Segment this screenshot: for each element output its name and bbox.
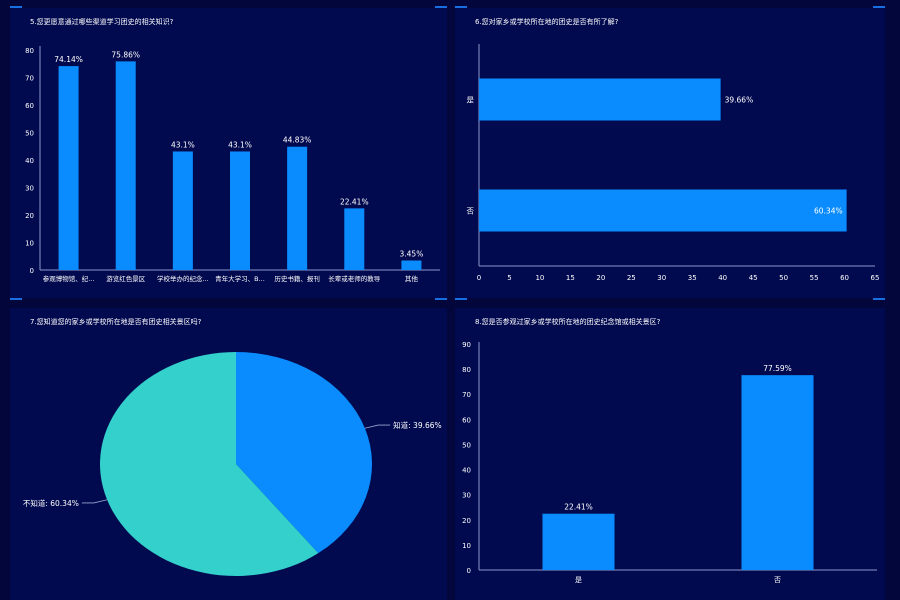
corner-marker — [10, 298, 22, 300]
corner-marker — [873, 6, 885, 8]
x-tick-label: 10 — [535, 274, 544, 282]
data-label: 77.59% — [763, 364, 792, 373]
bar — [741, 375, 814, 570]
x-tick-label: 是 — [575, 576, 582, 584]
x-tick-label: 青年大学习、B... — [215, 274, 265, 283]
corner-marker — [455, 298, 467, 300]
bar — [542, 513, 615, 570]
pie-slice — [236, 352, 372, 554]
bar — [58, 66, 79, 270]
x-tick-label: 长辈或老师的教导 — [328, 274, 381, 283]
bar — [287, 146, 308, 270]
y-tick-label: 30 — [462, 492, 471, 500]
data-label: 43.1% — [228, 140, 252, 149]
x-tick-label: 游览红色景区 — [106, 274, 146, 283]
pie-slice — [100, 352, 319, 576]
y-tick-label: 否 — [467, 207, 475, 216]
x-tick-label: 20 — [596, 274, 605, 282]
x-tick-label: 30 — [657, 274, 666, 282]
bar — [230, 151, 250, 270]
pie-chart-q7: 知道: 39.66% 不知道: 60.34% — [23, 352, 442, 576]
y-tick-label: 50 — [462, 441, 471, 449]
x-tick-label: 否 — [774, 576, 781, 584]
y-tick-label: 60 — [25, 102, 34, 110]
corner-marker — [10, 6, 22, 8]
bar-chart-q5: 0 10 20 30 40 50 60 70 80 74.14% 参观博物馆、纪... 75.86% 游… — [25, 46, 440, 283]
y-tick-label: 40 — [25, 157, 34, 165]
y-tick-label: 70 — [25, 75, 34, 83]
y-tick-label: 30 — [25, 185, 34, 193]
data-label: 22.41% — [564, 503, 593, 512]
bar — [115, 61, 136, 271]
chart-panel-q7: 7.您知道您的家乡或学校所在地是否有团史相关景区吗? 知道: 39.66% 不知道… — [10, 308, 447, 600]
x-tick-label: 60 — [840, 274, 849, 282]
corner-marker — [435, 6, 447, 8]
data-label: 74.14% — [54, 55, 83, 64]
x-tick-label: 65 — [871, 274, 880, 282]
y-tick-label: 70 — [462, 391, 471, 399]
x-tick-label: 40 — [718, 274, 727, 282]
y-tick-label: 0 — [30, 267, 34, 275]
x-tick-label: 45 — [749, 274, 758, 282]
y-tick-label: 10 — [462, 542, 471, 550]
data-label: 22.41% — [340, 197, 369, 206]
x-tick-label: 其他 — [405, 274, 419, 283]
chart-panel-q8: 8.您是否参观过家乡或学校所在地的团史纪念馆或相关景区? 0 10 20 30 40 50… — [455, 308, 885, 600]
x-tick-label: 参观博物馆、纪... — [43, 274, 95, 283]
data-label: 知道: 39.66% — [393, 420, 442, 430]
y-tick-label: 20 — [462, 517, 471, 525]
bar — [172, 151, 193, 270]
y-tick-label: 是 — [467, 96, 475, 105]
x-tick-label: 25 — [627, 274, 636, 282]
data-label: 60.34% — [814, 207, 843, 216]
data-label: 3.45% — [400, 250, 424, 259]
chart-title-q6: 6.您对家乡或学校所在地的团史是否有所了解? — [475, 18, 619, 26]
x-tick-label: 5 — [507, 274, 511, 282]
bar — [401, 260, 422, 270]
y-tick-label: 80 — [462, 366, 471, 374]
bar — [479, 78, 721, 121]
chart-panel-q5: 5.您更愿意通过哪些渠道学习团史的相关知识? 0 10 20 30 40 50 60 70 80… — [10, 8, 447, 298]
y-tick-label: 40 — [462, 467, 471, 475]
x-tick-label: 55 — [810, 274, 819, 282]
data-label: 39.66% — [725, 96, 754, 105]
x-tick-label: 0 — [477, 274, 481, 282]
x-tick-label: 35 — [688, 274, 697, 282]
horizontal-bar-chart-q6: 0 5 10 15 20 25 30 35 40 45 50 55 60 65 是 39.66% 否 60.34% — [467, 44, 880, 282]
data-label: 44.83% — [283, 136, 312, 145]
leader-line — [81, 499, 108, 504]
x-tick-label: 50 — [779, 274, 788, 282]
y-tick-label: 80 — [25, 47, 34, 55]
corner-marker — [435, 298, 447, 300]
x-tick-label: 学校举办的纪念... — [157, 274, 209, 283]
chart-title-q5: 5.您更愿意通过哪些渠道学习团史的相关知识? — [30, 18, 174, 26]
x-tick-label: 历史书籍、报刊 — [274, 274, 320, 283]
y-tick-label: 50 — [25, 130, 34, 138]
bar-chart-q8: 0 10 20 30 40 50 60 70 80 90 22.41% 是 77.59% 否 — [462, 341, 877, 584]
chart-title-q7: 7.您知道您的家乡或学校所在地是否有团史相关景区吗? — [30, 318, 202, 326]
chart-title-q8: 8.您是否参观过家乡或学校所在地的团史纪念馆或相关景区? — [475, 318, 661, 326]
y-tick-label: 10 — [25, 240, 34, 248]
y-tick-label: 0 — [467, 567, 471, 575]
x-tick-label: 15 — [566, 274, 575, 282]
bar — [479, 189, 847, 232]
chart-panel-q6: 6.您对家乡或学校所在地的团史是否有所了解? 0 5 10 15 20 25 30 35 40 4… — [455, 8, 885, 298]
y-tick-label: 90 — [462, 341, 471, 349]
leader-line — [364, 424, 391, 429]
data-label: 43.1% — [171, 140, 195, 149]
corner-marker — [873, 298, 885, 300]
corner-marker — [455, 6, 467, 8]
y-tick-label: 60 — [462, 416, 471, 424]
data-label: 不知道: 60.34% — [23, 498, 79, 508]
bar — [344, 208, 365, 270]
y-tick-label: 20 — [25, 212, 34, 220]
data-label: 75.86% — [111, 50, 140, 59]
